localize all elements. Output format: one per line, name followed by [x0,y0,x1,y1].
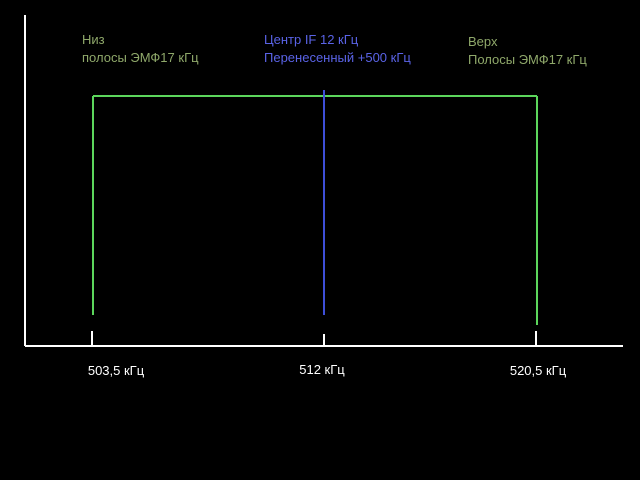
center-label-line2: Перенесенный +500 кГц [264,50,411,65]
low-edge-label-line1: Низ [82,32,105,47]
low-edge-label: Низ полосы ЭМФ17 кГц [82,31,199,67]
tick-label-center: 512 кГц [299,362,345,377]
tick-label-high: 520,5 кГц [509,363,567,378]
center-label-line1: Центр IF 12 кГц [264,32,359,47]
center-label: Центр IF 12 кГц Перенесенный +500 кГц [264,31,411,67]
high-edge-label: Верх Полосы ЭМФ17 кГц [468,33,587,69]
tick-label-low: 503,5 кГц [87,363,145,378]
low-edge-label-line2: полосы ЭМФ17 кГц [82,50,199,65]
high-edge-label-line2: Полосы ЭМФ17 кГц [468,52,587,67]
high-edge-label-line1: Верх [468,34,498,49]
